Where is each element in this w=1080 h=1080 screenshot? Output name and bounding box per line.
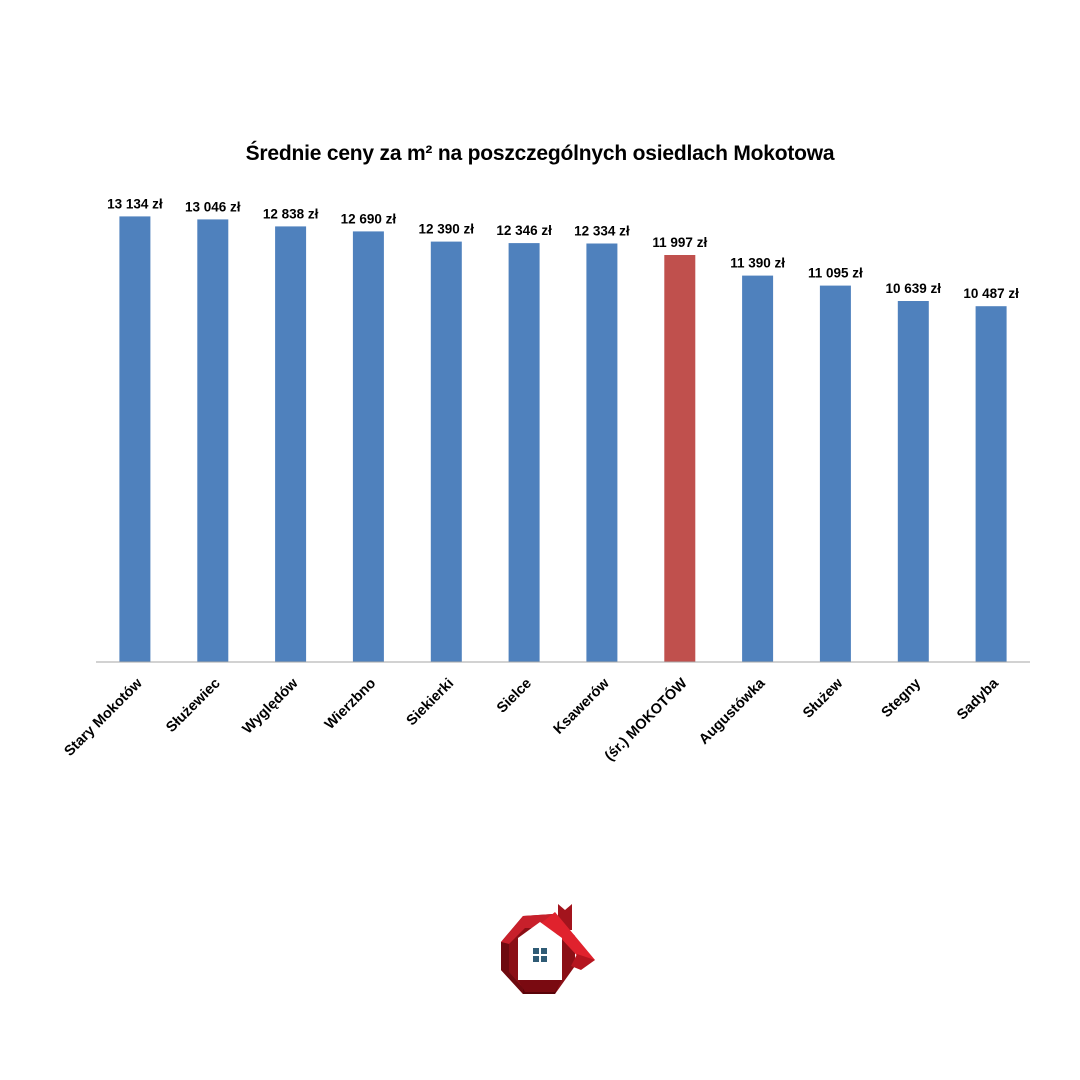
value-label-10: 10 639 zł	[886, 281, 942, 296]
value-label-5: 12 346 zł	[496, 223, 552, 238]
category-label-4: Siekierki	[404, 676, 458, 730]
category-label-0: Stary Mokotów	[61, 675, 146, 760]
bar-4	[430, 241, 462, 662]
bar-6	[586, 243, 618, 662]
value-label-11: 10 487 zł	[963, 286, 1019, 301]
bar-8	[742, 275, 774, 662]
value-labels-group: 13 134 zł 13 046 zł 12 838 zł 12 690 zł 12 3…	[107, 196, 1019, 301]
category-label-7: (śr.) MOKOTÓW	[600, 674, 690, 764]
value-label-7: 11 997 zł	[652, 235, 707, 250]
value-label-0: 13 134 zł	[107, 196, 163, 211]
category-label-5: Sielce	[494, 676, 535, 717]
bar-0	[119, 216, 151, 662]
bar-3	[352, 231, 384, 662]
category-label-9: Służew	[800, 675, 847, 722]
house-logo-icon	[495, 900, 599, 1000]
category-label-6: Ksawerów	[551, 675, 614, 738]
bars-group	[119, 216, 1007, 662]
category-label-2: Wyględów	[240, 675, 302, 737]
bar-11	[975, 306, 1007, 662]
category-label-8: Augustówka	[696, 675, 769, 748]
category-label-10: Stegny	[879, 676, 924, 721]
value-label-4: 12 390 zł	[419, 222, 475, 237]
category-label-11: Sadyba	[954, 675, 1002, 723]
bar-9	[819, 285, 851, 662]
bar-10	[897, 301, 929, 662]
value-label-1: 13 046 zł	[185, 199, 241, 214]
value-label-2: 12 838 zł	[263, 206, 319, 221]
category-label-3: Wierzbno	[322, 675, 379, 732]
category-labels-group: Stary Mokotów Służewiec Wyględów Wierzbno Si…	[61, 674, 1002, 764]
bar-5	[508, 243, 540, 662]
chart-title: Średnie ceny za m² na poszczególnych osi…	[245, 142, 835, 165]
category-label-1: Służewiec	[163, 676, 223, 736]
value-label-3: 12 690 zł	[341, 211, 397, 226]
value-label-6: 12 334 zł	[574, 224, 630, 239]
value-label-8: 11 390 zł	[730, 256, 785, 271]
value-label-9: 11 095 zł	[808, 266, 863, 281]
bar-2	[275, 226, 307, 662]
bar-1	[197, 219, 229, 662]
bar-7	[664, 255, 696, 662]
